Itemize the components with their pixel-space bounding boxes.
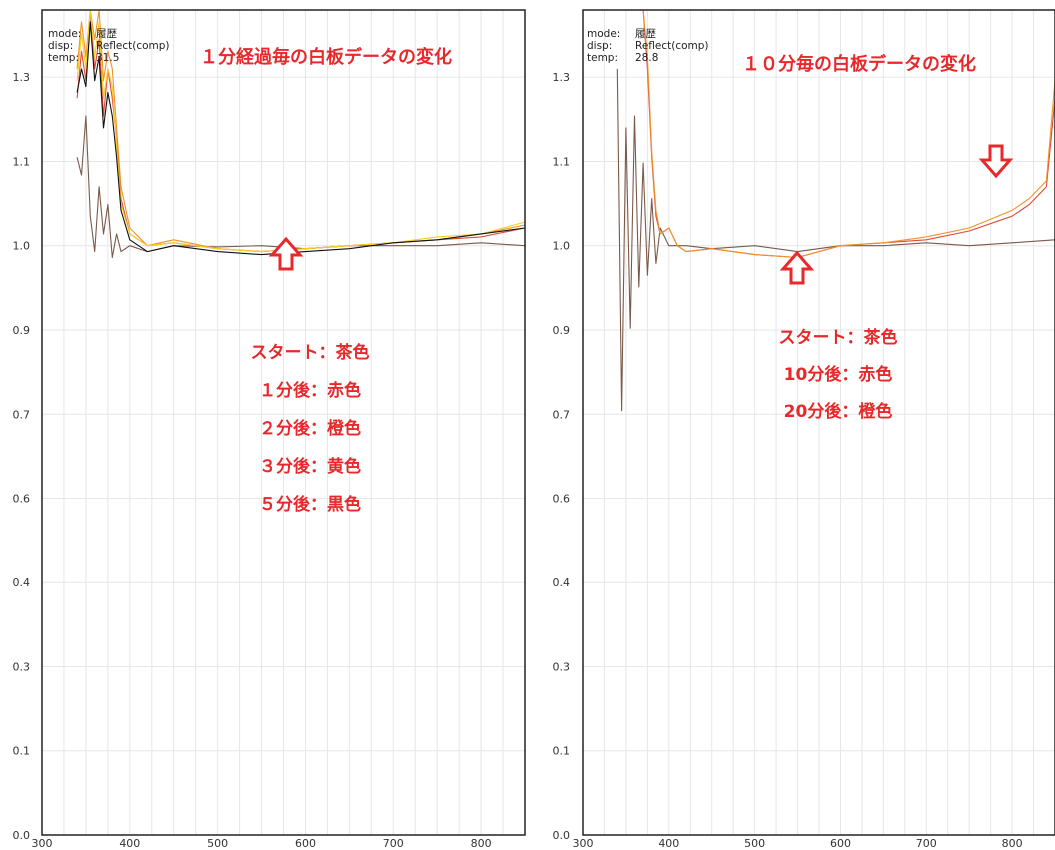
y-tick-label: 0.1 [553, 745, 571, 758]
info-value: 履歴 [635, 28, 656, 40]
series-line-5 [76, 21, 525, 256]
plot-frame [41, 9, 526, 836]
y-tick-label: 1.3 [553, 71, 571, 84]
x-tick-label: 400 [119, 837, 140, 850]
info-block: mode: 履歴 disp: Reflect(comp) temp: 31.5 [48, 28, 170, 64]
y-tick-label: 0.0 [553, 829, 571, 842]
info-value: Reflect(comp) [635, 40, 709, 52]
info-value: 31.5 [96, 52, 119, 64]
annotation-note: 10分後：赤色 [784, 364, 893, 385]
y-tick-label: 0.1 [13, 745, 31, 758]
info-label: disp: [587, 40, 612, 52]
x-tick-label: 400 [658, 837, 679, 850]
arrow-up-icon [268, 236, 304, 271]
gridlines [583, 10, 1055, 835]
y-tick-label: 0.9 [13, 324, 31, 337]
info-label: mode: [48, 28, 81, 40]
x-tick-label: 600 [295, 837, 316, 850]
series-line-3 [617, 10, 1055, 259]
info-value: Reflect(comp) [96, 40, 170, 52]
info-label: disp: [48, 40, 73, 52]
annotation-note: ５分後：黒色 [259, 494, 361, 515]
info-value: 28.8 [635, 52, 658, 64]
series-group [616, 10, 1055, 412]
x-tick-label: 300 [573, 837, 594, 850]
arrow-down-icon [978, 144, 1014, 179]
gridlines [42, 10, 525, 835]
chart-title: １分経過毎の白板データの変化 [200, 46, 452, 68]
x-tick-label: 800 [471, 837, 492, 850]
y-tick-label: 1.3 [13, 71, 31, 84]
y-tick-label: 0.7 [553, 408, 571, 421]
annotation-note: 20分後：橙色 [784, 401, 893, 422]
arrow-up-icon [779, 250, 815, 285]
info-block: mode: 履歴 disp: Reflect(comp) temp: 28.8 [587, 28, 709, 64]
info-label: temp: [587, 52, 618, 64]
chart-title: １０分毎の白板データの変化 [742, 53, 976, 75]
series-line-1 [76, 115, 525, 259]
plot-frame [582, 9, 1055, 836]
y-tick-label: 0.6 [553, 493, 571, 506]
y-tick-label: 0.7 [13, 408, 31, 421]
series-line-4 [76, 10, 525, 253]
annotation-note: スタート：茶色 [779, 327, 898, 348]
y-tick-label: 1.0 [13, 240, 31, 253]
annotation-note: スタート：茶色 [251, 342, 370, 363]
y-tick-label: 0.0 [13, 829, 31, 842]
series-group [76, 10, 525, 259]
y-tick-label: 0.9 [553, 324, 571, 337]
y-tick-label: 0.6 [13, 493, 31, 506]
x-tick-label: 300 [32, 837, 53, 850]
x-tick-label: 800 [1002, 837, 1023, 850]
x-tick-label: 700 [916, 837, 937, 850]
x-tick-label: 500 [207, 837, 228, 850]
chart-panel-2: 0.0 0.1 0.3 0.4 0.6 0.7 0.9 1.0 1.1 1.3 300 400 500 6… [553, 9, 1055, 850]
info-value: 履歴 [96, 28, 117, 40]
x-tick-label: 700 [383, 837, 404, 850]
y-tick-label: 0.3 [13, 660, 31, 673]
chart-panel-1: 0.0 0.1 0.3 0.4 0.6 0.7 0.9 1.0 1.1 1.3 300 400 500 6… [13, 9, 526, 850]
y-tick-label: 1.1 [13, 155, 31, 168]
y-tick-label: 0.4 [553, 576, 571, 589]
y-tick-label: 1.1 [553, 155, 571, 168]
y-tick-label: 0.3 [553, 660, 571, 673]
info-label: mode: [587, 28, 620, 40]
info-label: temp: [48, 52, 79, 64]
x-tick-label: 500 [744, 837, 765, 850]
series-line-1 [616, 68, 1055, 412]
annotation-note: ３分後：黄色 [259, 456, 361, 477]
annotation-note: ２分後：橙色 [259, 418, 361, 439]
y-tick-label: 0.4 [13, 576, 31, 589]
y-tick-label: 1.0 [553, 240, 571, 253]
x-tick-label: 600 [830, 837, 851, 850]
annotation-note: １分後：赤色 [259, 380, 361, 401]
